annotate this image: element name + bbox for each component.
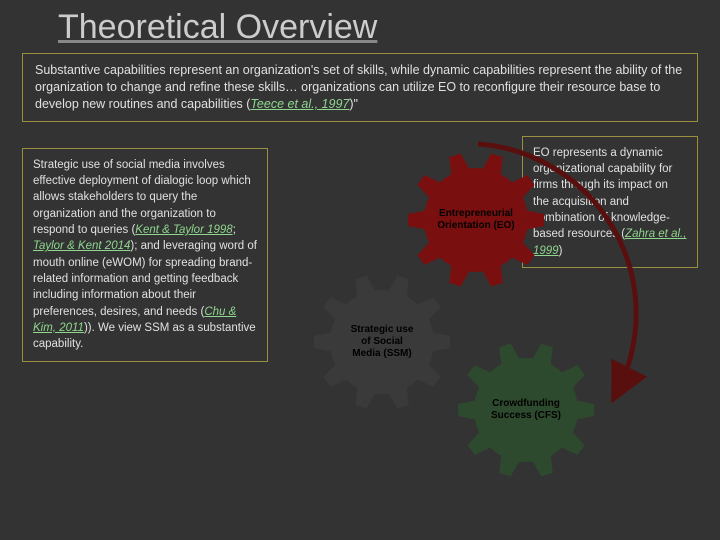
left-text-box: Strategic use of social media involves e…	[22, 148, 268, 362]
gear-eo-l2: Orientation (EO)	[437, 220, 514, 231]
lower-region: Strategic use of social media involves e…	[22, 130, 698, 510]
gear-ssm-l3: Media (SSM)	[352, 348, 411, 359]
gear-cfs-l2: Success (CFS)	[491, 410, 561, 421]
gear-eo-l1: Entrepreneurial	[439, 208, 513, 219]
intro-text-after: )"	[349, 97, 358, 111]
intro-box: Substantive capabilities represent an or…	[22, 53, 698, 122]
gear-ssm-l2: of Social	[361, 336, 403, 347]
intro-text-before: Substantive capabilities represent an or…	[35, 63, 682, 111]
intro-citation: Teece et al., 1997	[250, 97, 349, 111]
gear-eo-label: Entrepreneurial Orientation (EO)	[427, 208, 524, 232]
gear-diagram: Entrepreneurial Orientation (EO) Strateg…	[278, 130, 698, 510]
gear-ssm: Strategic use of Social Media (SSM)	[312, 272, 452, 412]
page-title: Theoretical Overview	[0, 0, 720, 49]
gear-cfs-label: Crowdfunding Success (CFS)	[481, 398, 571, 422]
gear-eo: Entrepreneurial Orientation (EO)	[406, 150, 546, 290]
gear-cfs-l1: Crowdfunding	[492, 398, 560, 409]
left-t2: ;	[233, 224, 236, 236]
gear-ssm-l1: Strategic use	[351, 324, 414, 335]
left-cite-2: Taylor & Kent 2014	[33, 240, 130, 252]
gear-ssm-label: Strategic use of Social Media (SSM)	[341, 324, 424, 360]
gear-cfs: Crowdfunding Success (CFS)	[456, 340, 596, 480]
left-cite-1: Kent & Taylor 1998	[135, 224, 232, 236]
